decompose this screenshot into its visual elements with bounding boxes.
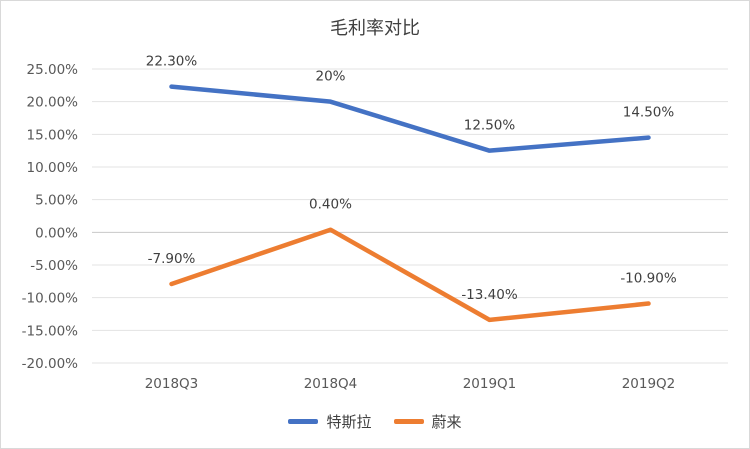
data-label: -13.40% (461, 287, 518, 303)
legend-item: 蔚来 (393, 411, 462, 432)
series-line-0 (169, 84, 651, 153)
data-label: -10.90% (620, 271, 677, 287)
legend: 特斯拉 蔚来 (0, 411, 750, 432)
y-tick-label: 15.00% (27, 127, 79, 143)
y-tick-label: -10.00% (22, 291, 79, 307)
data-label: 20% (315, 69, 345, 85)
y-tick-label: 5.00% (35, 193, 78, 209)
series-line-1 (169, 227, 651, 323)
y-tick-label: 20.00% (27, 95, 79, 111)
x-axis-ticks: 2018Q3 2018Q4 2019Q1 2019Q2 (145, 376, 676, 392)
data-labels: 22.30% 20% 12.50% 14.50% -7.90% 0.40% -13.40% -… (146, 54, 677, 303)
data-label: 12.50% (464, 118, 516, 134)
legend-swatch (393, 419, 424, 424)
chart-title: 毛利率对比 (330, 18, 420, 39)
y-axis-ticks: 25.00% 20.00% 15.00% 10.00% 5.00% 0.00% -5.00%… (22, 62, 79, 372)
legend-label: 蔚来 (431, 413, 462, 431)
x-tick-label: 2019Q2 (622, 376, 676, 392)
y-tick-label: 0.00% (35, 225, 78, 241)
y-tick-label: 10.00% (27, 160, 79, 176)
series-lines (169, 84, 651, 323)
y-tick-label: -15.00% (22, 323, 79, 339)
legend-label: 特斯拉 (326, 413, 372, 431)
legend-swatch (288, 419, 319, 424)
x-tick-label: 2018Q4 (304, 376, 358, 392)
x-tick-label: 2019Q1 (463, 376, 517, 392)
y-tick-label: 25.00% (27, 62, 79, 78)
data-label: 0.40% (309, 197, 352, 213)
data-label: 14.50% (623, 105, 675, 121)
data-label: 22.30% (146, 54, 198, 70)
x-tick-label: 2018Q3 (145, 376, 199, 392)
y-tick-label: -5.00% (30, 258, 78, 274)
y-tick-label: -20.00% (22, 356, 79, 372)
gridlines (92, 68, 728, 364)
data-label: -7.90% (148, 251, 196, 267)
legend-item: 特斯拉 (288, 411, 372, 432)
